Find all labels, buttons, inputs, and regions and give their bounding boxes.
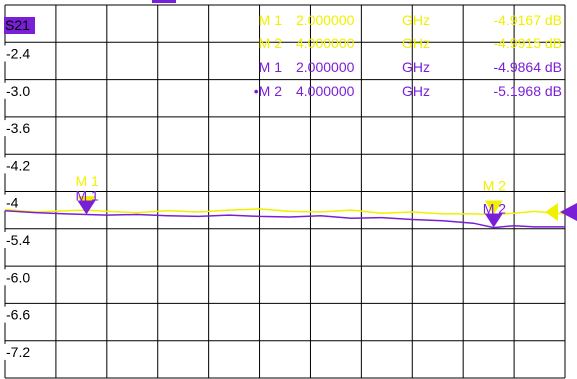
marker-table-name: M 2 bbox=[259, 35, 283, 51]
y-tick-label: -4 bbox=[6, 195, 19, 211]
y-tick-bg bbox=[4, 306, 37, 323]
marker-table-unit: GHz bbox=[402, 83, 430, 99]
y-tick-bg bbox=[4, 157, 37, 174]
y-tick-label: -5.4 bbox=[6, 232, 30, 248]
trace-label-badge[interactable]: S21 bbox=[4, 17, 35, 34]
marker-layer: M 1M 1 M 2 M 2 bbox=[75, 173, 577, 228]
y-tick-bg bbox=[4, 343, 37, 360]
marker-label: M 1 bbox=[75, 188, 99, 204]
y-tick-bg bbox=[4, 194, 37, 211]
y-tick-label: -3.6 bbox=[6, 120, 30, 136]
marker-table-value: -4.9167 dB bbox=[494, 12, 563, 28]
y-tick-bg bbox=[4, 120, 37, 137]
y-tick-label: -6.0 bbox=[6, 269, 30, 285]
trace-layer bbox=[4, 208, 566, 229]
reference-arrow-icon[interactable] bbox=[545, 203, 558, 222]
y-axis-ticks: -2.4 -3.0 -3.6 -4.2 -4 -5.4 -6.0 -6.6 -7.2 bbox=[4, 45, 37, 360]
marker-label: M 2 bbox=[483, 178, 507, 194]
y-tick-bg bbox=[4, 45, 37, 62]
marker-table-name: M 1 bbox=[259, 59, 283, 75]
channel-tab[interactable] bbox=[152, 0, 176, 3]
y-tick-bg bbox=[4, 269, 37, 286]
y-tick-label: -4.2 bbox=[6, 157, 30, 173]
marker-table-unit: GHz bbox=[402, 35, 430, 51]
y-tick-bg bbox=[4, 231, 37, 248]
marker-triangle[interactable] bbox=[484, 213, 503, 228]
y-tick-label: -2.4 bbox=[6, 45, 30, 61]
marker-triangle[interactable] bbox=[77, 200, 96, 215]
marker-table-freq: 4.000000 bbox=[296, 83, 355, 99]
marker-table-name: M 1 bbox=[259, 12, 283, 28]
y-tick-bg bbox=[4, 82, 37, 99]
y-tick-label: -6.6 bbox=[6, 307, 30, 323]
marker-table-freq: 4.000000 bbox=[296, 35, 355, 51]
marker-table-unit: GHz bbox=[402, 12, 430, 28]
chart-grid bbox=[4, 4, 566, 379]
marker-label: M 2 bbox=[483, 201, 507, 217]
marker-label: M 1 bbox=[75, 173, 99, 189]
marker-table-freq: 2.000000 bbox=[296, 59, 355, 75]
marker-table-freq: 2.000000 bbox=[296, 12, 355, 28]
reference-arrow-icon[interactable] bbox=[560, 203, 577, 222]
trace-line-2 bbox=[4, 210, 565, 229]
marker-triangle[interactable] bbox=[484, 200, 503, 215]
marker-table-value: -4.9864 dB bbox=[494, 59, 563, 75]
marker-table-value: -5.1968 dB bbox=[494, 83, 563, 99]
y-tick-label: -7.2 bbox=[6, 344, 30, 360]
marker-table-value: -4.9915 dB bbox=[494, 35, 563, 51]
y-tick-label: -3.0 bbox=[6, 83, 30, 99]
marker-table: M 1 2.000000 GHz -4.9167 dB M 2 4.000000 GHz -4… bbox=[254, 12, 562, 99]
marker-table-unit: GHz bbox=[402, 59, 430, 75]
marker-table-name: •M 2 bbox=[254, 83, 282, 99]
